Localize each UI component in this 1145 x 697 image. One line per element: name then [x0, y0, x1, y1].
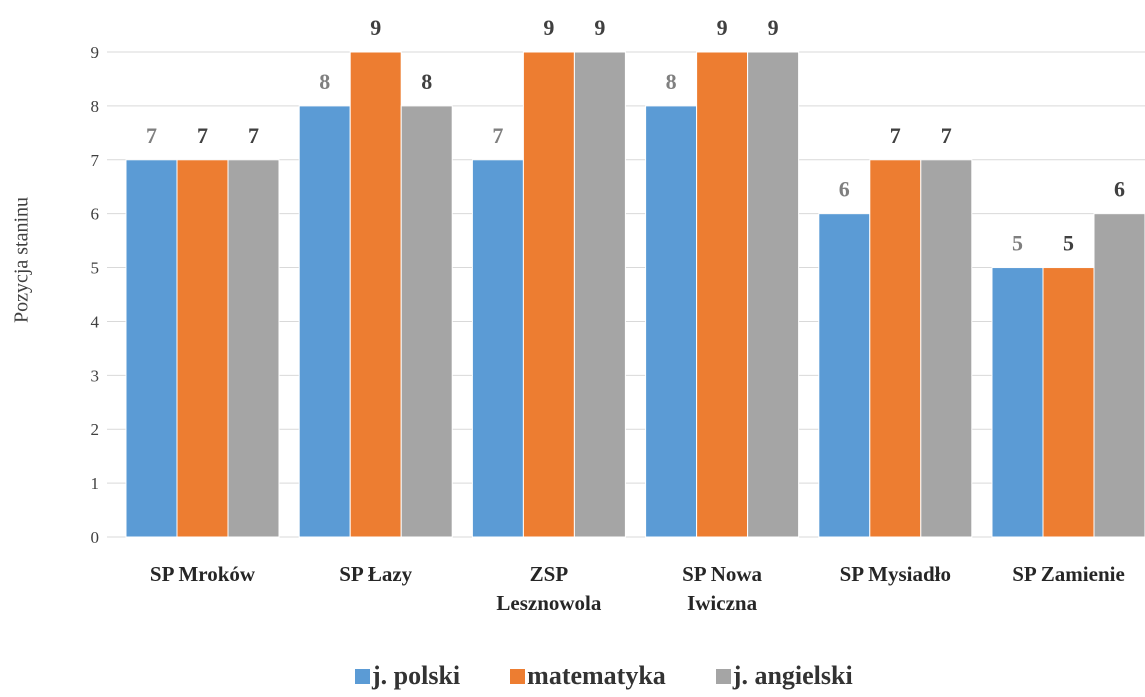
bar	[471, 159, 524, 538]
legend-item: j. angielski	[715, 661, 853, 691]
y-axis-ticks: 0 1 2 3 4 5 6 7 8 9	[91, 43, 100, 547]
data-label: 9	[543, 15, 554, 40]
data-label: 8	[319, 69, 330, 94]
bar	[645, 105, 698, 538]
legend-swatch	[510, 668, 526, 684]
legend-swatch	[355, 668, 370, 684]
x-tick-label: ZSP Lesznowola	[496, 562, 602, 615]
y-tick-label: 2	[91, 420, 100, 439]
bar	[869, 159, 922, 538]
x-tick-label-line: SP Zamienie	[1012, 562, 1125, 586]
legend-item: j. polski	[355, 661, 460, 691]
y-tick-label: 0	[91, 528, 100, 547]
bar	[227, 159, 280, 538]
x-tick-label: SP Zamienie	[1012, 562, 1125, 586]
data-label: 9	[370, 15, 381, 40]
data-label: 9	[717, 15, 728, 40]
bar	[400, 105, 453, 538]
bar	[1042, 267, 1095, 538]
gridlines	[107, 51, 1145, 538]
y-tick-label: 6	[91, 205, 100, 224]
x-tick-label: SP Łazy	[339, 562, 412, 586]
bar	[920, 159, 973, 538]
x-tick-label-line: SP Mroków	[150, 562, 256, 586]
bar	[349, 51, 402, 538]
data-label: 8	[421, 69, 432, 94]
x-tick-label-line: SP Nowa	[682, 562, 762, 586]
legend-item: matematyka	[510, 661, 666, 691]
data-label: 9	[768, 15, 779, 40]
data-label: 6	[1114, 177, 1125, 202]
bar	[573, 51, 626, 538]
y-axis-label: Pozycja staninu	[10, 196, 33, 324]
data-label: 6	[839, 177, 850, 202]
y-tick-label: 9	[91, 43, 100, 62]
legend-label: j. polski	[372, 661, 461, 690]
x-tick-label-line: Lesznowola	[496, 591, 602, 615]
y-tick-label: 1	[91, 474, 100, 493]
data-label: 7	[941, 123, 952, 148]
legend-label: j. angielski	[732, 661, 853, 690]
data-label: 5	[1063, 231, 1074, 256]
bar	[818, 213, 871, 538]
data-label: 7	[146, 123, 157, 148]
x-tick-label-line: Iwiczna	[687, 591, 757, 615]
x-tick-label-line: ZSP	[530, 562, 569, 586]
bar	[298, 105, 351, 538]
bar	[125, 159, 178, 538]
x-tick-label: SP Mroków	[150, 562, 256, 586]
bar	[522, 51, 575, 538]
data-label: 7	[197, 123, 208, 148]
y-tick-label: 5	[91, 259, 100, 278]
x-tick-label: SP Mysiadło	[840, 562, 951, 586]
legend-swatch	[715, 668, 731, 684]
x-tick-label: SP Nowa Iwiczna	[682, 562, 762, 615]
bar	[696, 51, 749, 538]
data-label: 5	[1012, 231, 1023, 256]
y-tick-label: 8	[91, 97, 100, 116]
legend: j. polski matematyka j. angielski	[355, 658, 853, 694]
data-labels: 7 8 7 8 6 5 7 9 9 9 7 5 7 8 9 9 7 6	[146, 15, 1125, 256]
x-tick-label-line: SP Łazy	[339, 562, 412, 586]
bars	[125, 51, 1145, 538]
bar	[176, 159, 229, 538]
data-label: 7	[890, 123, 901, 148]
legend-label: matematyka	[527, 661, 666, 690]
data-label: 7	[248, 123, 259, 148]
data-label: 7	[492, 123, 503, 148]
y-tick-label: 3	[91, 366, 100, 385]
y-tick-label: 7	[91, 151, 100, 170]
bar	[991, 267, 1044, 538]
y-tick-label: 4	[91, 312, 100, 331]
x-axis-ticks: SP Mroków SP Łazy ZSP Lesznowola SP Nowa Iwic…	[150, 562, 1125, 615]
data-label: 8	[666, 69, 677, 94]
bar	[1093, 213, 1145, 538]
data-label: 9	[594, 15, 605, 40]
x-tick-label-line: SP Mysiadło	[840, 562, 951, 586]
bar	[747, 51, 800, 538]
